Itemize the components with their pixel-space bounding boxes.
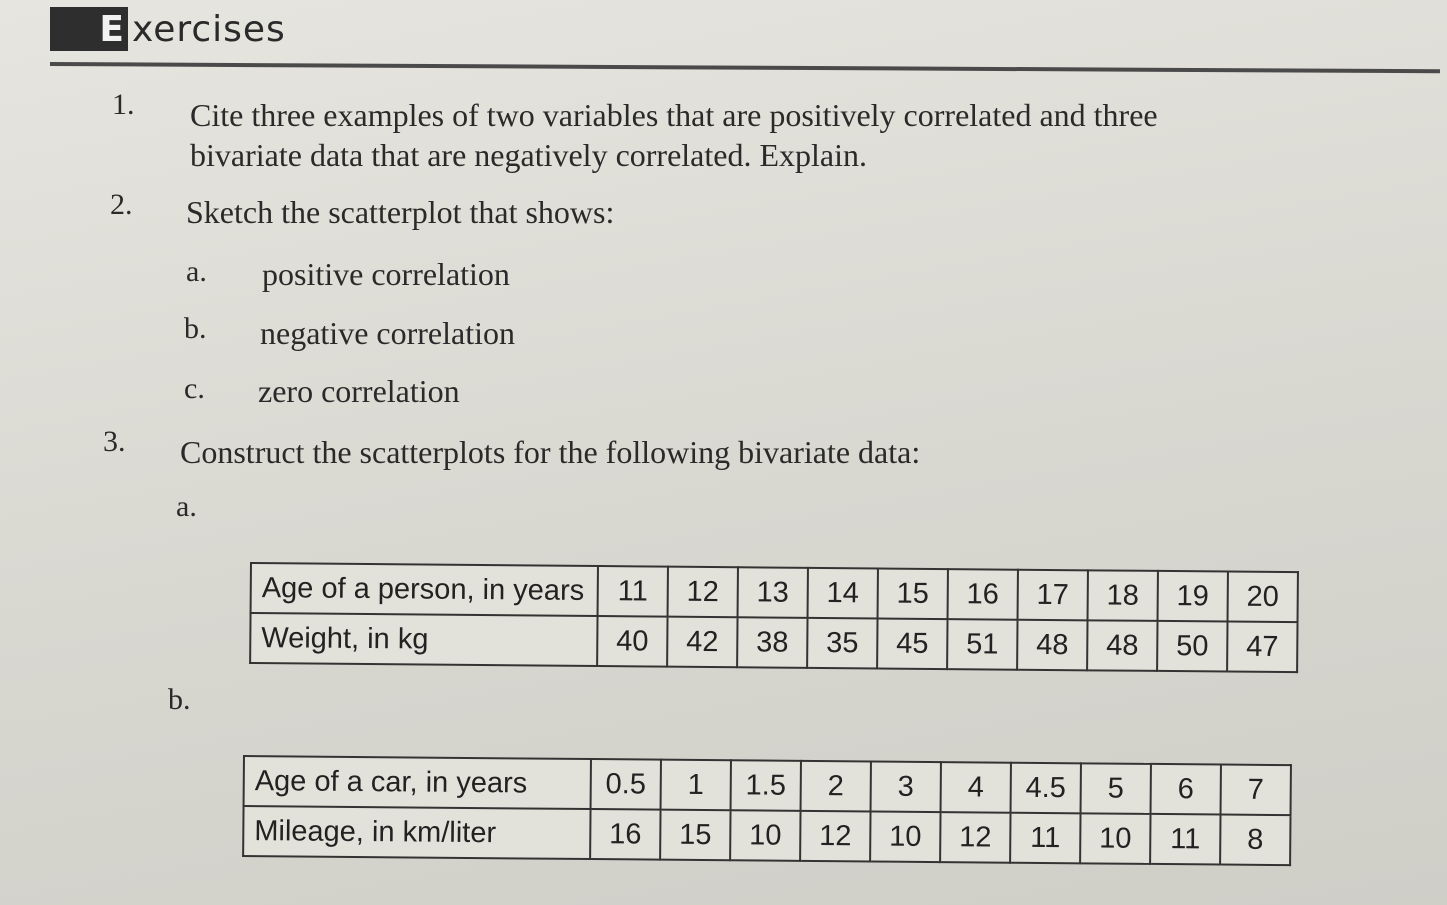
question-2-item-a-text: positive correlation [262, 256, 510, 292]
question-3-part-b-letter: b. [168, 683, 191, 716]
table-cell: 6 [1150, 763, 1221, 815]
table-cell: 8 [1220, 814, 1291, 866]
row-header: Mileage, in km/liter [243, 806, 591, 860]
table-cell: 10 [870, 811, 941, 863]
table-cell: 1.5 [730, 760, 801, 811]
table-cell: 10 [1080, 813, 1151, 864]
header-initial-badge: E [50, 7, 128, 51]
question-1-line-1: Cite three examples of two variables tha… [190, 97, 1158, 133]
question-2-item-b-text: negative correlation [260, 315, 515, 351]
table-cell: 11 [1150, 813, 1221, 865]
table-row: Weight, in kg 40 42 38 35 45 51 48 48 50… [250, 613, 1298, 673]
table-cell: 4.5 [1010, 762, 1081, 814]
table-cell: 48 [1017, 619, 1088, 671]
question-2-item-c-letter: c. [184, 372, 205, 405]
table-cell: 20 [1227, 571, 1298, 623]
header-divider [49, 62, 1440, 74]
question-3-part-a-letter: a. [176, 490, 197, 523]
table-cell: 15 [660, 809, 731, 861]
question-3-text: Construct the scatterplots for the follo… [180, 434, 921, 470]
table-cell: 18 [1087, 570, 1158, 621]
table-cell: 48 [1087, 620, 1158, 671]
table-cell: 1 [660, 759, 731, 811]
table-car-age-mileage: Age of a car, in years 0.5 1 1.5 2 3 4 4… [242, 755, 1292, 867]
table-cell: 17 [1017, 569, 1088, 621]
question-2-item-a-letter: a. [186, 255, 207, 288]
table-cell: 51 [947, 619, 1018, 670]
table-cell: 4 [940, 762, 1011, 813]
table-cell: 5 [1080, 763, 1151, 814]
table-cell: 14 [807, 567, 878, 619]
table-cell: 47 [1227, 621, 1298, 673]
table-cell: 11 [1010, 812, 1081, 864]
table-cell: 7 [1220, 764, 1291, 816]
table-cell: 10 [730, 810, 801, 861]
table-cell: 42 [667, 616, 738, 668]
table-cell: 12 [940, 812, 1011, 863]
question-2-number: 2. [110, 188, 133, 221]
table-row: Age of a car, in years 0.5 1 1.5 2 3 4 4… [243, 756, 1291, 816]
table-cell: 2 [800, 760, 871, 812]
table-cell: 13 [737, 567, 808, 618]
table-cell: 11 [597, 566, 668, 617]
table-cell: 16 [590, 809, 661, 860]
table-cell: 40 [597, 616, 668, 667]
table-cell: 12 [667, 566, 738, 618]
header-title-rest: xercises [132, 8, 286, 50]
question-2-item-b-letter: b. [184, 312, 207, 345]
table-cell: 35 [807, 617, 878, 669]
table-cell: 50 [1157, 620, 1228, 672]
question-2-text: Sketch the scatterplot that shows: [186, 194, 615, 230]
table-cell: 45 [877, 618, 948, 670]
question-3-number: 3. [103, 425, 126, 458]
question-2-item-c-text: zero correlation [258, 373, 460, 409]
question-1-line-2: bivariate data that are negatively corre… [190, 137, 867, 173]
table-cell: 38 [737, 617, 808, 668]
row-header: Age of a person, in years [250, 563, 598, 617]
question-1-number: 1. [112, 88, 135, 121]
table-row: Age of a person, in years 11 12 13 14 15… [250, 563, 1298, 623]
table-cell: 3 [870, 761, 941, 813]
table-cell: 16 [947, 569, 1018, 620]
row-header: Age of a car, in years [243, 756, 591, 810]
table-cell: 12 [800, 810, 871, 862]
section-header: E xercises [50, 6, 286, 52]
table-row: Mileage, in km/liter 16 15 10 12 10 12 1… [243, 806, 1291, 866]
table-cell: 0.5 [590, 759, 661, 810]
table-cell: 15 [877, 568, 948, 620]
table-cell: 19 [1157, 570, 1228, 622]
row-header: Weight, in kg [250, 613, 598, 667]
table-person-age-weight: Age of a person, in years 11 12 13 14 15… [249, 562, 1299, 674]
